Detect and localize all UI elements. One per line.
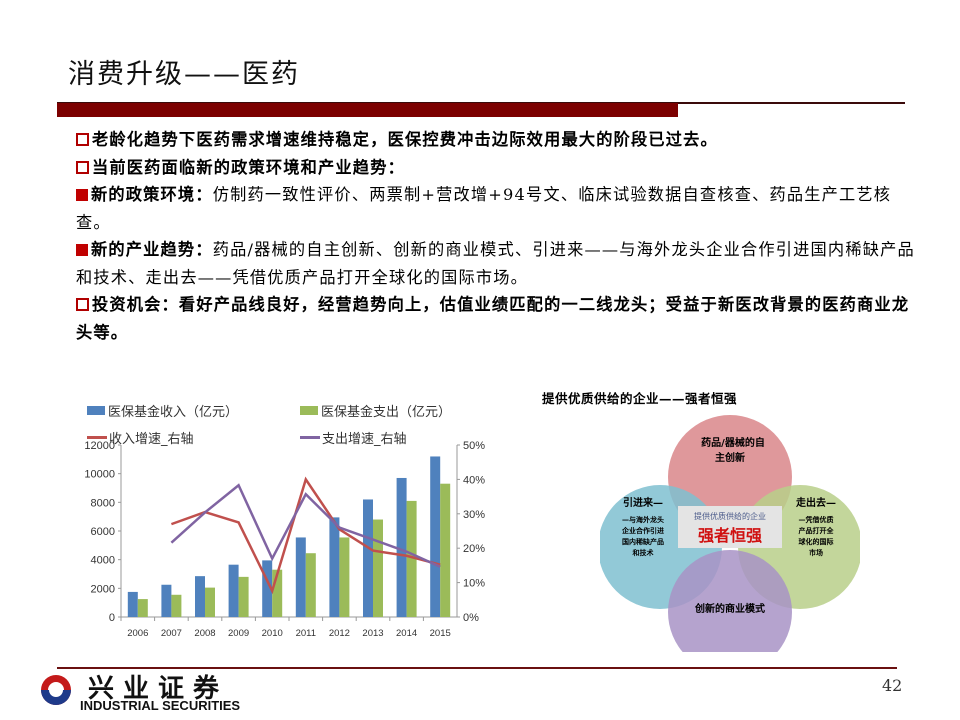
bullet-bold-text: 老龄化趋势下医药需求增速维持稳定，医保控费冲击边际效用最大的阶段已过去。 [92, 130, 718, 149]
legend-label: 医保基金收入（亿元） [108, 405, 239, 420]
legend-label: 收入增速_右轴 [109, 432, 194, 447]
svg-text:2011: 2011 [296, 628, 316, 639]
bottom-label: 创新的商业模式 [694, 602, 765, 615]
svg-text:50%: 50% [463, 440, 485, 452]
svg-text:40%: 40% [463, 474, 485, 486]
bullet-item: 老龄化趋势下医药需求增速维持稳定，医保控费冲击边际效用最大的阶段已过去。 [76, 126, 916, 154]
title-accent-bar [57, 103, 678, 117]
venn-diagram: 提供优质供给的企业 强者恒强 药品/器械的自主创新 创新的商业模式 引进来— —… [600, 415, 860, 652]
bullet-item: 投资机会：看好产品线良好，经营趋势向上，估值业绩匹配的一二线龙头；受益于新医改背… [76, 291, 916, 346]
left-title: 引进来— [623, 496, 663, 509]
svg-text:30%: 30% [463, 509, 485, 521]
right-body: —凭借优质产品打开全球化的国际市场 [799, 515, 835, 557]
bullet-item: 新的政策环境：仿制药一致性评价、两票制+营改增+94号文、临床试验数据自查核查、… [76, 181, 916, 236]
logo-english-text: INDUSTRIAL SECURITIES [80, 698, 241, 713]
legend-income-growth: 收入增速_右轴 [87, 428, 194, 447]
legend-line-icon [87, 436, 107, 439]
svg-text:2013: 2013 [362, 628, 383, 639]
svg-text:0%: 0% [463, 612, 479, 624]
chart-plot-area: 0 2000 4000 6000 8000 10000 12000 0% 10% 20% 30% 40… [84, 440, 485, 639]
bullet-text: 仿制药一致性评价、两票制+营改增+94号文、临床试验数据自查核查、药品生产工艺核… [76, 185, 892, 232]
legend-label: 医保基金支出（亿元） [321, 405, 452, 420]
svg-text:12000: 12000 [84, 440, 115, 452]
legend-label: 支出增速_右轴 [322, 432, 407, 447]
svg-text:2000: 2000 [91, 583, 115, 595]
legend-expenditure: 医保基金支出（亿元） [300, 401, 451, 420]
bullet-item: 新的产业趋势：药品/器械的自主创新、创新的商业模式、引进来——与海外龙头企业合作… [76, 236, 916, 291]
center-label-box [678, 506, 782, 548]
right-title: 走出去— [795, 496, 836, 509]
bullet-item: 当前医药面临新的政策环境和产业趋势： [76, 154, 916, 182]
svg-text:2006: 2006 [127, 628, 148, 639]
legend-line-icon [300, 436, 320, 439]
center-main-text: 强者恒强 [698, 526, 762, 545]
diagram-title: 提供优质供给的企业——强者恒强 [542, 391, 738, 406]
svg-text:2010: 2010 [262, 628, 283, 639]
logo-emblem-icon [41, 675, 71, 705]
bullet-bold-text: 当前医药面临新的政策环境和产业趋势： [92, 157, 405, 177]
logo-chinese-text: 兴业证券 [88, 674, 229, 704]
bullet-text: 药品/器械的自主创新、创新的商业模式、引进来——与海外龙头企业合作引进国内稀缺产… [76, 240, 915, 287]
page-number: 42 [882, 676, 903, 695]
company-logo: 兴业证券 INDUSTRIAL SECURITIES [8, 672, 268, 718]
svg-text:8000: 8000 [91, 497, 115, 509]
solid-square-bullet-icon [76, 189, 88, 201]
svg-text:2014: 2014 [396, 628, 417, 639]
svg-text:4000: 4000 [91, 555, 115, 567]
svg-text:2007: 2007 [161, 628, 182, 639]
bullet-bold-text: 投资机会：看好产品线良好，经营趋势向上，估值业绩匹配的一二线龙头；受益于新医改背… [76, 295, 910, 342]
slide-title: 消费升级——医药 [68, 59, 300, 90]
legend-income: 医保基金收入（亿元） [87, 401, 238, 420]
svg-text:6000: 6000 [91, 526, 115, 538]
svg-text:0: 0 [109, 612, 115, 624]
left-body: —与海外龙头企业合作引进国内稀缺产品和技术 [621, 515, 664, 557]
top-label: 药品/器械的自主创新 [701, 436, 765, 464]
circle-business-model [668, 550, 792, 652]
bullet-bold-text: 新的政策环境： [91, 185, 213, 204]
center-subtitle: 提供优质供给的企业 [694, 511, 766, 521]
hollow-square-bullet-icon [76, 133, 89, 146]
svg-text:10000: 10000 [84, 469, 115, 481]
svg-text:2008: 2008 [194, 628, 215, 639]
bullet-bold-text: 新的产业趋势： [91, 240, 213, 259]
legend-swatch-icon [300, 406, 318, 415]
hollow-square-bullet-icon [76, 160, 89, 174]
bullet-list: 老龄化趋势下医药需求增速维持稳定，医保控费冲击边际效用最大的阶段已过去。 当前医… [76, 126, 916, 346]
svg-text:20%: 20% [463, 543, 485, 555]
legend-swatch-icon [87, 406, 105, 415]
hollow-square-bullet-icon [76, 298, 89, 311]
svg-text:2012: 2012 [329, 628, 350, 639]
svg-text:2009: 2009 [228, 628, 249, 639]
legend-expenditure-growth: 支出增速_右轴 [300, 428, 407, 447]
footer-divider-line [57, 667, 897, 669]
svg-text:10%: 10% [463, 578, 485, 590]
solid-square-bullet-icon [76, 244, 88, 256]
medical-insurance-fund-chart: 医保基金收入（亿元） 医保基金支出（亿元） 收入增速_右轴 支出增速_右轴 0 2… [55, 395, 495, 650]
svg-text:2015: 2015 [430, 628, 451, 639]
